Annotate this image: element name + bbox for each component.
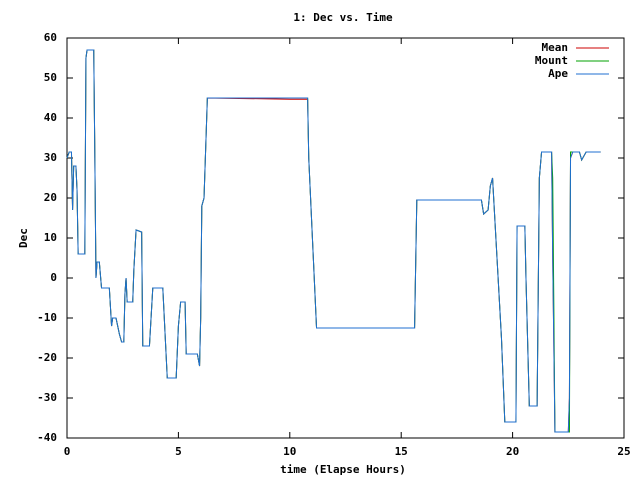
legend-label: Mean (542, 41, 569, 54)
series-line (66, 49, 601, 433)
y-tick-label: -10 (37, 311, 57, 324)
legend-label: Ape (548, 67, 568, 80)
x-axis-label: time (Elapse Hours) (280, 463, 406, 476)
x-tick-label: 0 (64, 445, 71, 458)
y-tick-label: 50 (44, 71, 57, 84)
y-axis-label: Dec (17, 228, 30, 248)
x-tick-label: 5 (175, 445, 182, 458)
y-tick-label: 0 (50, 271, 57, 284)
x-tick-label: 15 (395, 445, 408, 458)
x-tick-label: 20 (506, 445, 519, 458)
y-tick-label: 40 (44, 111, 57, 124)
legend-label: Mount (535, 54, 568, 67)
y-tick-label: 60 (44, 31, 57, 44)
chart-title: 1: Dec vs. Time (293, 11, 393, 24)
x-tick-label: 25 (617, 445, 630, 458)
y-tick-label: 30 (44, 151, 57, 164)
x-tick-label: 10 (283, 445, 296, 458)
y-tick-label: 10 (44, 231, 57, 244)
y-tick-label: -20 (37, 351, 57, 364)
y-tick-label: 20 (44, 191, 57, 204)
y-tick-label: -30 (37, 391, 57, 404)
y-tick-label: -40 (37, 431, 57, 444)
